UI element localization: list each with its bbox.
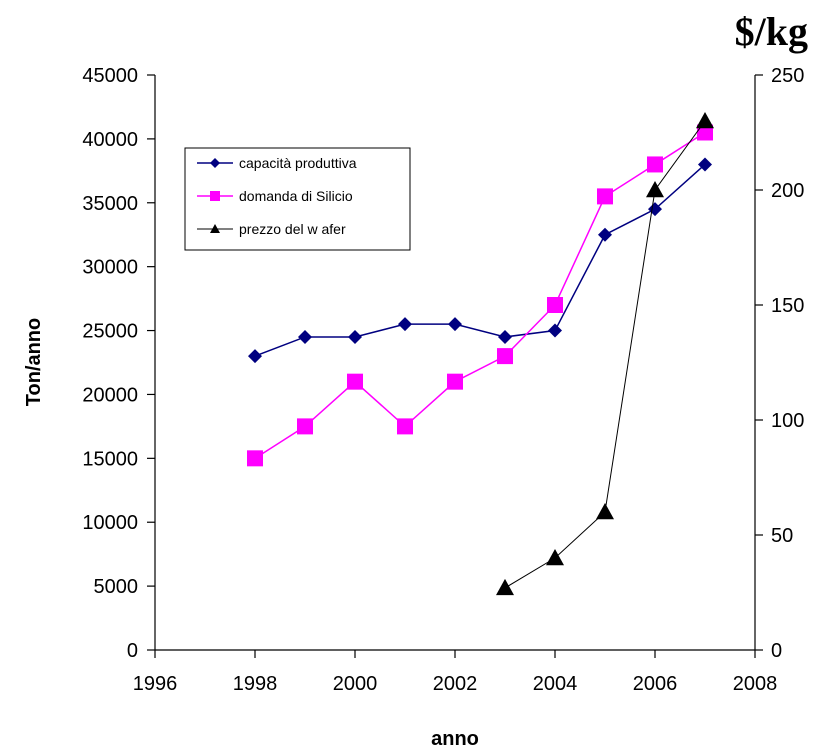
- data-point-square: [447, 373, 463, 390]
- legend-marker-triangle: [210, 224, 220, 233]
- y-tick-label: 25000: [82, 321, 138, 343]
- series-line-diamond: [254, 163, 706, 357]
- ticks: 1996 1998 2000 2002 2004 2006 2008050001000015…: [82, 65, 804, 695]
- y-tick-label: 5000: [94, 576, 139, 598]
- x-tick-label: 2006: [633, 673, 678, 695]
- x-tick-label: 2008: [733, 673, 778, 695]
- data-point-triangle: [546, 549, 564, 566]
- x-tick-label: 1998: [233, 673, 278, 695]
- series-diamond: [248, 157, 712, 364]
- y-tick-label: 20000: [82, 384, 138, 406]
- x-tick-label: 2000: [333, 673, 378, 695]
- legend-marker-diamond: [210, 158, 220, 168]
- series-line-square: [254, 131, 706, 459]
- legend-label-triangle: prezzo del w afer: [239, 221, 346, 237]
- x-tick-label: 1996: [133, 673, 178, 695]
- y2-tick-label: 0: [771, 640, 782, 662]
- y-tick-label: 35000: [82, 193, 138, 215]
- data-point-square: [697, 124, 713, 141]
- data-point-square: [597, 188, 613, 205]
- y2-tick-label: 150: [771, 295, 804, 317]
- data-point-square: [347, 373, 363, 390]
- x-tick-label: 2002: [433, 673, 478, 695]
- legend-label-square: domanda di Silicio: [239, 188, 353, 204]
- y2-tick-label: 50: [771, 525, 793, 547]
- data-point-diamond: [348, 329, 362, 344]
- data-point-diamond: [448, 317, 462, 332]
- data-point-diamond: [498, 329, 512, 344]
- series-square: [247, 124, 713, 467]
- y2-tick-label: 200: [771, 180, 804, 202]
- data-point-triangle: [596, 503, 614, 520]
- y-tick-label: 30000: [82, 257, 138, 279]
- data-point-square: [647, 156, 663, 173]
- x-axis-title: anno: [431, 728, 479, 750]
- data-point-diamond: [598, 227, 612, 242]
- legend-box: [184, 147, 411, 251]
- legend-marker-square: [210, 191, 220, 201]
- y2-tick-label: 100: [771, 410, 804, 432]
- data-point-triangle: [496, 578, 514, 596]
- y-tick-label: 45000: [82, 65, 138, 87]
- y-tick-label: 15000: [82, 448, 138, 470]
- data-point-square: [497, 348, 513, 365]
- y-tick-label: 10000: [82, 512, 138, 534]
- x-tick-label: 2004: [533, 673, 578, 695]
- data-point-diamond: [298, 329, 312, 344]
- y-tick-label: 0: [127, 640, 138, 662]
- y-tick-label: 40000: [82, 129, 138, 151]
- data-point-square: [247, 450, 263, 467]
- data-point-diamond: [698, 157, 712, 172]
- data-point-diamond: [248, 349, 262, 364]
- data-point-square: [547, 297, 563, 313]
- y2-axis-unit-label: $/kg: [735, 9, 808, 54]
- series-layer: [247, 112, 714, 596]
- data-point-diamond: [548, 323, 562, 338]
- data-point-diamond: [398, 317, 412, 332]
- y2-tick-label: 250: [771, 65, 804, 87]
- legend: capacità produttiva domanda di Silicio pre…: [184, 147, 411, 251]
- data-point-square: [297, 418, 313, 435]
- y-axis-title: Ton/anno: [23, 318, 45, 407]
- legend-label-diamond: capacità produttiva: [239, 155, 357, 171]
- series-triangle: [496, 112, 714, 596]
- data-point-square: [397, 418, 413, 435]
- data-point-triangle: [646, 181, 664, 198]
- data-point-triangle: [696, 112, 714, 129]
